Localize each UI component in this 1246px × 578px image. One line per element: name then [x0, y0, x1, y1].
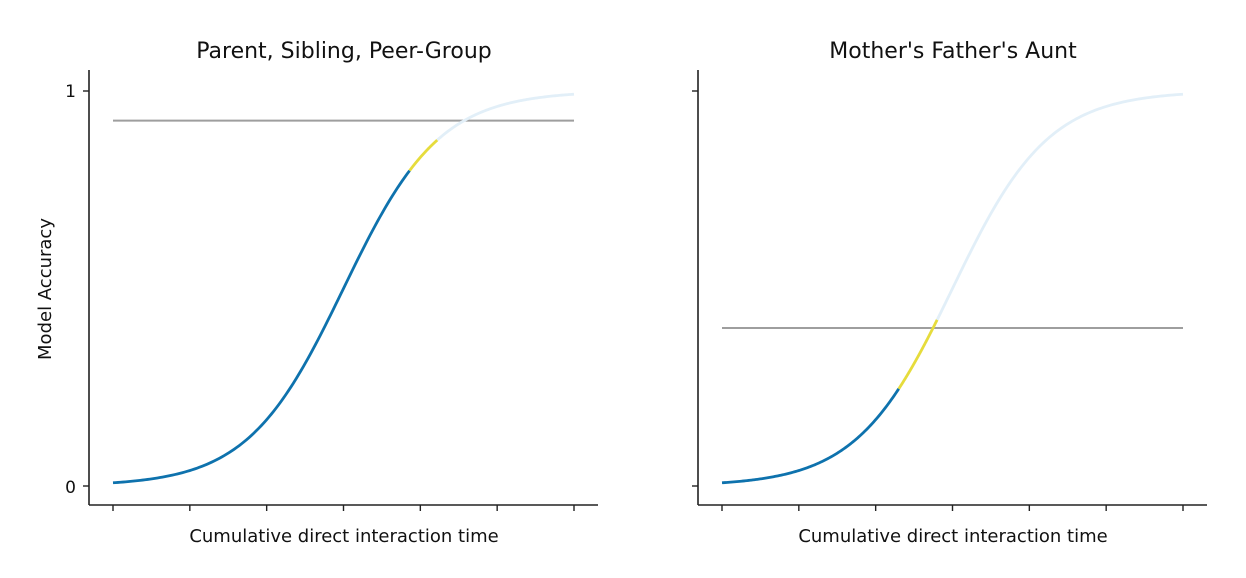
chart-title: Mother's Father's Aunt: [829, 39, 1077, 64]
curve-segment: [436, 92, 575, 142]
y-axis-label: Model Accuracy: [35, 218, 56, 360]
curve-segment: [897, 319, 939, 390]
chart-panel-right: Mother's Father's Aunt Cumulative direct…: [692, 39, 1207, 547]
curve-segment: [721, 388, 900, 485]
curve-segment: [112, 169, 411, 485]
y-tick-label-1: 1: [65, 82, 76, 102]
x-axis-label: Cumulative direct interaction time: [189, 526, 498, 547]
y-tick-label-0: 0: [65, 478, 76, 498]
chart-title: Parent, Sibling, Peer-Group: [196, 39, 492, 64]
chart-panel-left: Parent, Sibling, Peer-Group Cumulative d…: [35, 39, 598, 547]
x-axis-label: Cumulative direct interaction time: [798, 526, 1107, 547]
curve-segment: [935, 92, 1184, 321]
curve-segment: [408, 139, 439, 172]
